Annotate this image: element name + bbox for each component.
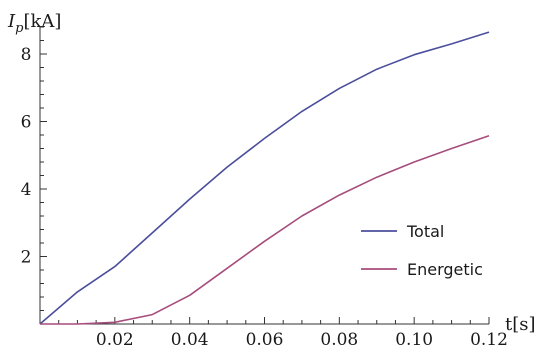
x-axis-label: t[s] xyxy=(505,314,536,335)
x-tick-label: 0.08 xyxy=(320,330,358,350)
axes xyxy=(39,27,489,325)
series-layer xyxy=(39,31,490,325)
x-tick-label: 0.12 xyxy=(470,330,508,350)
y-tick-label: 4 xyxy=(21,180,32,200)
legend-label-total: Total xyxy=(406,222,444,241)
legend: Total Energetic xyxy=(361,222,483,279)
y-tick-label: 6 xyxy=(21,113,32,133)
x-tick-label: 0.10 xyxy=(395,330,433,350)
series-line-energetic xyxy=(40,134,490,325)
x-tick-label: 0.04 xyxy=(171,330,209,350)
series-line-total xyxy=(39,31,490,325)
y-tick-label: 8 xyxy=(21,45,32,65)
ticks: 0.02 0.04 0.06 0.08 0.10 0.12 2 4 6 8 xyxy=(21,26,508,350)
y-axis-label: Ip[kA] xyxy=(7,11,61,36)
x-tick-label: 0.06 xyxy=(246,330,284,350)
y-tick-label: 2 xyxy=(21,248,32,268)
legend-label-energetic: Energetic xyxy=(407,260,483,279)
x-tick-label: 0.02 xyxy=(96,330,134,350)
